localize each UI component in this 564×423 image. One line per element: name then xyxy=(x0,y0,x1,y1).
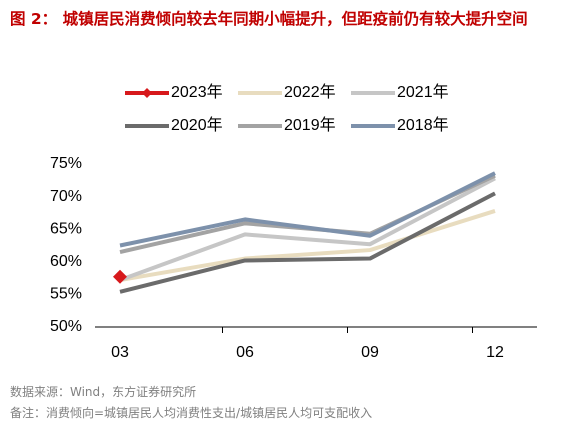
y-tick-label: 70% xyxy=(50,188,82,205)
legend-label: 2018年 xyxy=(397,116,449,134)
legend-label: 2022年 xyxy=(284,83,336,101)
legend-label: 2020年 xyxy=(171,116,223,134)
y-tick-label: 65% xyxy=(50,220,82,237)
x-tick-label: 06 xyxy=(236,344,254,361)
chart-title: 图 2： 城镇居民消费倾向较去年同期小幅提升，但距疫前仍有较大提升空间 xyxy=(10,10,528,28)
series-line xyxy=(119,191,496,294)
x-tick-label: 09 xyxy=(361,344,379,361)
series-line xyxy=(119,209,496,283)
y-tick-label: 75% xyxy=(50,155,82,172)
legend-label: 2021年 xyxy=(397,83,449,101)
x-tick-label: 03 xyxy=(111,344,129,361)
series-line xyxy=(119,176,496,282)
y-tick-label: 50% xyxy=(50,318,82,335)
footnote: 备注：消费倾向=城镇居民人均消费性支出/城镇居民人均可支配收入 xyxy=(10,406,373,420)
y-tick-label: 55% xyxy=(50,286,82,303)
source: 数据来源：Wind，东方证券研究所 xyxy=(10,385,197,399)
series-line xyxy=(119,171,496,248)
legend-label: 2019年 xyxy=(284,116,336,134)
y-tick-label: 60% xyxy=(50,253,82,270)
legend-label: 2023年 xyxy=(171,83,223,101)
point-marker xyxy=(113,269,127,284)
x-tick-label: 12 xyxy=(486,344,504,361)
legend-marker xyxy=(142,88,152,98)
